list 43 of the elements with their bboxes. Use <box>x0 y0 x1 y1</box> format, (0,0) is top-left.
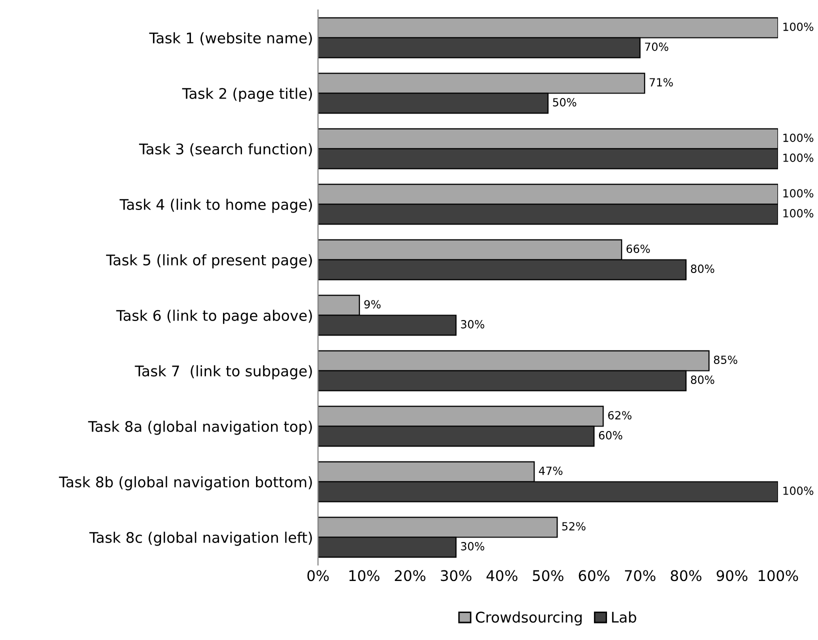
data-label: 100% <box>783 486 814 495</box>
data-label: 9% <box>364 300 381 308</box>
y-tick-label: Task 3 (search function) <box>139 143 312 156</box>
x-tick-label: 20% <box>394 570 426 582</box>
x-tick-label: 60% <box>578 570 610 582</box>
x-tick-label: 10% <box>349 570 380 582</box>
x-tick-label: 50% <box>532 570 564 582</box>
data-label: 80% <box>690 264 714 273</box>
data-label: 80% <box>690 376 714 384</box>
data-label: 100% <box>783 209 814 218</box>
y-tick-label: Task 6 (link to page above) <box>116 310 312 324</box>
data-label: 100% <box>783 154 814 162</box>
data-label: 100% <box>783 134 814 142</box>
y-tick-label: Task 4 (link to home page) <box>120 198 312 213</box>
x-tick-label: 0% <box>307 570 329 582</box>
y-tick-label: Task 5 (link of present page) <box>106 254 312 268</box>
y-tick-label: Task 8b (global navigation bottom) <box>58 476 312 490</box>
data-label: 30% <box>461 542 484 550</box>
data-label: 100% <box>783 22 814 31</box>
data-label: 71% <box>650 78 673 86</box>
x-tick-label: 80% <box>670 570 702 582</box>
x-tick-label: 90% <box>716 570 748 582</box>
data-label: 100% <box>783 189 814 198</box>
data-label: 50% <box>553 98 576 106</box>
legend-label: Lab <box>612 611 636 623</box>
y-tick-label: Task 8a (global navigation top) <box>88 420 312 435</box>
data-label: 70% <box>645 42 668 51</box>
data-label: 85% <box>714 356 738 364</box>
data-label: 60% <box>598 431 622 440</box>
data-label: 47% <box>538 466 562 475</box>
data-label: 62% <box>608 411 632 420</box>
data-label: 66% <box>626 244 650 253</box>
y-tick-label: Task 8c (global navigation left) <box>89 532 312 546</box>
y-tick-label: Task 7 (link to subpage) <box>134 365 312 380</box>
legend-label: Crowdsourcing <box>476 611 582 626</box>
x-tick-label: 30% <box>440 570 472 582</box>
y-tick-label: Task 2 (page title) <box>182 88 312 102</box>
y-tick-label: Task 1 (website name) <box>149 32 312 46</box>
x-tick-label: 100% <box>758 570 798 582</box>
data-label: 52% <box>562 522 586 530</box>
x-tick-label: 70% <box>624 570 656 582</box>
x-tick-label: 40% <box>486 570 518 582</box>
data-label: 30% <box>461 320 484 328</box>
